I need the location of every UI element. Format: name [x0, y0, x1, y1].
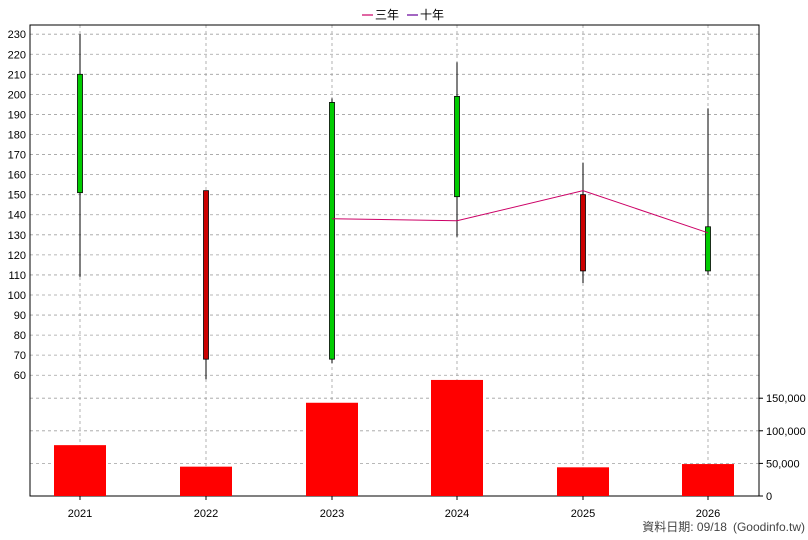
volume-bar: [557, 467, 609, 496]
x-tick-label: 2021: [68, 508, 92, 520]
price-tick-label: 120: [8, 250, 26, 262]
price-tick-label: 130: [8, 230, 26, 242]
moving-average-lines: [331, 190, 709, 234]
price-tick-label: 170: [8, 150, 26, 162]
price-tick-label: 140: [8, 210, 26, 222]
price-tick-label: 150: [8, 190, 26, 202]
price-tick-label: 80: [14, 330, 26, 342]
volume-bar: [180, 466, 232, 496]
price-tick-label: 180: [8, 130, 26, 142]
candlesticks: [77, 34, 711, 380]
candle-body: [329, 102, 335, 360]
x-tick-label: 2023: [320, 508, 344, 520]
volume-tick-label: 150,000: [766, 393, 806, 405]
price-tick-label: 190: [8, 109, 26, 121]
volume-tick-label: 50,000: [766, 458, 800, 470]
price-tick-label: 110: [8, 270, 26, 282]
price-tick-label: 100: [8, 290, 26, 302]
volume-bar: [682, 464, 734, 496]
volume-bars: [54, 379, 734, 496]
price-tick-label: 200: [8, 89, 26, 101]
footer-source: (Goodinfo.tw): [733, 520, 805, 534]
legend-label-3y: 三年: [375, 8, 399, 22]
footer-text: 資料日期: 09/18 (Goodinfo.tw): [642, 520, 805, 534]
legend-label-10y: 十年: [420, 8, 444, 22]
price-tick-label: 70: [14, 350, 26, 362]
grid: [30, 25, 759, 496]
volume-tick-label: 0: [766, 491, 772, 503]
x-tick-label: 2024: [445, 508, 469, 520]
x-tick-label: 2026: [696, 508, 720, 520]
candle-body: [454, 95, 460, 198]
volume-tick-label: 100,000: [766, 426, 806, 438]
plot-frame: [29, 24, 760, 497]
price-tick-label: 220: [8, 49, 26, 61]
volume-bar: [306, 402, 358, 496]
x-tick-label: 2025: [571, 508, 595, 520]
legend: 三年 十年: [362, 8, 444, 22]
x-tick-label: 2022: [194, 508, 218, 520]
tick-labels: 60 70 80 90 100 110 120 130 140 150 160 170 180 190 20…: [8, 29, 806, 520]
candle-body: [580, 194, 586, 272]
ma-line: [331, 190, 709, 234]
volume-bar: [54, 445, 106, 496]
candle-body: [705, 226, 711, 272]
volume-bar: [431, 379, 483, 496]
price-tick-label: 160: [8, 170, 26, 182]
price-tick-label: 210: [8, 69, 26, 81]
axes: [29, 24, 763, 500]
candle-body: [203, 190, 209, 360]
price-tick-label: 230: [8, 29, 26, 41]
price-tick-label: 90: [14, 310, 26, 322]
footer-date: 資料日期: 09/18: [642, 520, 727, 534]
candle-body: [77, 73, 83, 194]
price-tick-label: 60: [14, 370, 26, 382]
